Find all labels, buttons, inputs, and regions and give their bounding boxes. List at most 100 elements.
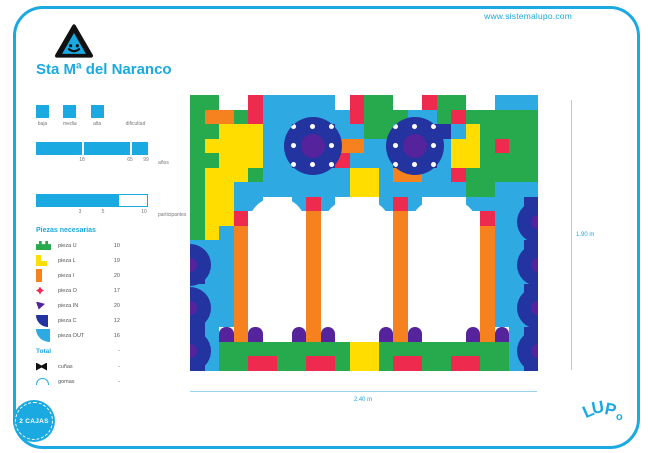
mosaic-cell	[393, 356, 408, 371]
piece-label: pieza OUT	[58, 332, 85, 339]
mosaic-cell	[335, 109, 350, 124]
mosaic-cell	[248, 341, 263, 356]
mosaic-cell	[277, 341, 292, 356]
pieza-i-icon	[36, 269, 42, 282]
mosaic-cell	[204, 95, 219, 110]
mosaic-cell	[190, 138, 205, 153]
mosaic-cell	[364, 356, 379, 371]
mosaic-cell	[364, 341, 379, 356]
mosaic-cell	[480, 283, 495, 298]
mosaic-cell	[233, 254, 248, 269]
mosaic-cell	[190, 124, 205, 139]
total-label: Total	[36, 347, 52, 355]
mosaic-cell	[204, 283, 219, 298]
page-title: Sta Mª del Naranco	[36, 61, 172, 78]
mosaic-cell	[480, 182, 495, 197]
mosaic-cell	[219, 341, 234, 356]
mosaic-cell	[248, 109, 263, 124]
mosaic-cell	[335, 356, 350, 371]
mosaic-cell	[480, 269, 495, 284]
mosaic-cell	[204, 211, 219, 226]
mosaic-cell	[233, 109, 248, 124]
mosaic-cell	[349, 109, 364, 124]
mosaic-cell	[219, 124, 234, 139]
mosaic-cell	[436, 182, 451, 197]
mosaic-cell	[422, 327, 437, 342]
piece-row: pieza C 12	[36, 313, 120, 328]
mosaic-cell	[393, 196, 408, 211]
mosaic-cell	[407, 341, 422, 356]
website-link[interactable]: www.sistemalupo.com	[484, 11, 572, 21]
participants-ticks: 3 5 10	[36, 209, 148, 217]
mosaic-cell	[480, 167, 495, 182]
ages-bar	[36, 142, 148, 155]
mosaic-cell	[248, 167, 263, 182]
mosaic-cell	[509, 109, 524, 124]
pieza-o-icon	[36, 286, 44, 295]
difficulty-label: media	[63, 121, 77, 127]
mosaic-cell	[494, 327, 509, 342]
mosaic-cell	[219, 95, 234, 110]
mosaic-cell	[204, 327, 219, 342]
mosaic-cell	[219, 312, 234, 327]
ages-bar-segment	[132, 142, 148, 155]
mosaic-cell	[494, 138, 509, 153]
piece-count: 17	[113, 287, 120, 294]
difficulty-square-icon	[90, 105, 104, 118]
medallion-right	[385, 116, 444, 175]
mosaic-cell	[349, 356, 364, 371]
mosaic-cell	[306, 283, 321, 298]
mosaic-cell	[233, 240, 248, 255]
mosaic-cell	[349, 153, 364, 168]
mosaic-cell	[335, 95, 350, 110]
mosaic-cell	[378, 182, 393, 197]
mosaic-cell	[219, 138, 234, 153]
mosaic-cell	[480, 298, 495, 313]
mosaic-cell	[465, 341, 480, 356]
mosaic-cell	[378, 327, 393, 342]
pieza-l-icon	[36, 255, 47, 266]
mosaic-cell	[291, 356, 306, 371]
piece-label: pieza IN	[58, 302, 79, 309]
mosaic-cell	[393, 283, 408, 298]
mosaic-cell	[378, 95, 393, 110]
mosaic-cell	[509, 95, 524, 110]
mosaic-cell	[407, 356, 422, 371]
mosaic-cell	[494, 182, 509, 197]
mosaic-cell	[393, 341, 408, 356]
mosaic-cell	[349, 182, 364, 197]
piece-label: pieza I	[58, 272, 75, 279]
mosaic-cell	[233, 283, 248, 298]
piece-count: 20	[113, 272, 120, 279]
mosaic-cell	[364, 95, 379, 110]
piece-row: pieza OUT 16	[36, 328, 120, 343]
mosaic-cell	[451, 153, 466, 168]
mosaic-cell	[480, 327, 495, 342]
mosaic-cell	[378, 356, 393, 371]
mosaic-cell	[451, 138, 466, 153]
mosaic-cell	[233, 225, 248, 240]
mosaic-cell	[494, 95, 509, 110]
mosaic-cell	[480, 341, 495, 356]
mosaic-cell	[190, 109, 205, 124]
mosaic-cell	[262, 138, 277, 153]
medallion-left	[284, 116, 342, 175]
mosaic-cell	[190, 196, 205, 211]
mosaic-cell	[523, 95, 538, 110]
pieces-header: Piezas necesarias	[36, 227, 96, 234]
mosaic-cell	[393, 254, 408, 269]
mosaic-cell	[465, 153, 480, 168]
mosaic-cell	[378, 109, 393, 124]
mosaic-cell	[349, 138, 364, 153]
mosaic-cell	[306, 341, 321, 356]
mosaic-cell	[494, 240, 509, 255]
mosaic-cell	[494, 225, 509, 240]
mosaic-cell	[378, 341, 393, 356]
mosaic-cell	[364, 138, 379, 153]
piece-count: 20	[113, 302, 120, 309]
mosaic-cell	[233, 211, 248, 226]
mosaic-cell	[436, 327, 451, 342]
mosaic-cell	[219, 153, 234, 168]
mosaic-cell	[291, 327, 306, 342]
